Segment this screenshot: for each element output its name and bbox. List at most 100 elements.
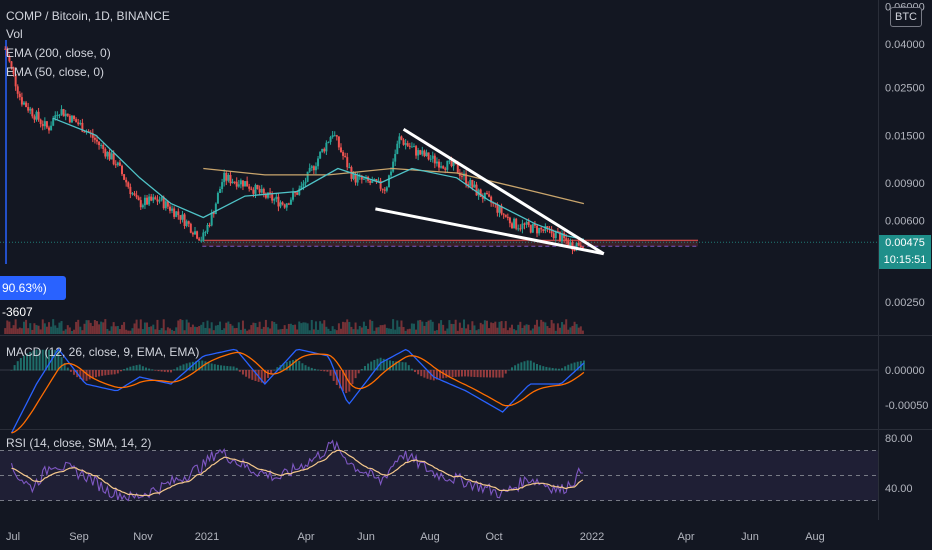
volume-bar	[223, 328, 226, 334]
candle-body	[258, 188, 261, 193]
candle-body	[210, 212, 213, 226]
volume-bar	[244, 328, 247, 334]
volume-bar	[513, 329, 516, 334]
candle-body	[419, 150, 422, 155]
macd-histogram-bar	[367, 363, 370, 371]
rsi-legend[interactable]: RSI (14, close, SMA, 14, 2)	[6, 436, 152, 450]
macd-histogram-bar	[248, 370, 251, 379]
volume-bar	[306, 323, 309, 334]
volume-bar	[235, 328, 238, 334]
candle-body	[500, 206, 503, 214]
volume-bar	[433, 330, 436, 334]
volume-bar	[419, 319, 422, 334]
candle-body	[239, 180, 242, 185]
macd-histogram-bar	[435, 370, 438, 380]
volume-bar	[70, 330, 73, 334]
measure-label[interactable]: 90.63%) -3607	[0, 276, 66, 319]
volume-bar	[43, 323, 46, 334]
candle-body	[542, 229, 545, 231]
macd-histogram-bar	[395, 361, 398, 371]
candle-body	[129, 186, 132, 195]
macd-tick-label: -0.00050	[885, 400, 928, 412]
macd-histogram-bar	[107, 370, 110, 375]
macd-histogram-bar	[442, 370, 445, 379]
volume-bar	[308, 330, 311, 334]
candle-body	[100, 145, 103, 147]
macd-histogram-bar	[401, 362, 404, 371]
candle-body	[438, 161, 440, 168]
volume-bar	[75, 321, 78, 334]
macd-histogram-bar	[485, 370, 488, 378]
candle-body	[471, 179, 474, 188]
candle-body	[104, 148, 107, 157]
macd-histogram-bar	[482, 370, 485, 378]
volume-bar	[304, 322, 307, 334]
volume-bar	[375, 327, 378, 334]
volume-bar	[116, 325, 119, 334]
vol-legend[interactable]: Vol	[6, 27, 23, 41]
volume-bar	[429, 319, 432, 334]
macd-histogram-bar	[301, 363, 304, 371]
candle-body	[540, 227, 543, 230]
volume-bar	[266, 327, 269, 334]
macd-histogram-bar	[182, 364, 185, 371]
volume-bar	[333, 329, 336, 334]
volume-bar	[488, 328, 491, 334]
volume-bar	[131, 328, 134, 334]
candle-body	[93, 137, 96, 140]
volume-bar	[221, 329, 224, 334]
volume-bar	[102, 322, 105, 334]
candle-body	[412, 146, 415, 148]
volume-bar	[552, 323, 555, 334]
volume-bar	[279, 329, 282, 334]
macd-histogram-bar	[292, 359, 295, 371]
volume-bar	[352, 329, 355, 334]
candle-body	[552, 233, 555, 239]
time-axis-label: Jun	[741, 531, 759, 543]
candle-body	[348, 167, 351, 169]
candle-body	[273, 198, 276, 201]
candle-body	[339, 147, 342, 153]
candle-body	[219, 189, 222, 193]
candle-body	[561, 233, 564, 242]
candle-body	[54, 115, 57, 118]
candle-body	[4, 48, 7, 50]
currency-badge[interactable]: BTC	[890, 7, 922, 27]
volume-bar	[168, 328, 171, 334]
volume-bar	[45, 326, 48, 334]
volume-bar	[229, 323, 232, 334]
macd-line	[10, 347, 585, 434]
macd-legend[interactable]: MACD (12, 26, close, 9, EMA, EMA)	[6, 345, 200, 359]
volume-bar	[494, 321, 497, 334]
macd-histogram-bar	[91, 370, 94, 379]
volume-bar	[571, 325, 574, 334]
symbol-title[interactable]: COMP / Bitcoin, 1D, BINANCE	[6, 9, 170, 23]
candle-body	[410, 146, 413, 148]
volume-bar	[385, 327, 388, 334]
macd-histogram-bar	[557, 368, 560, 371]
macd-histogram-bar	[342, 370, 345, 391]
volume-bar	[379, 325, 382, 334]
macd-histogram-bar	[348, 370, 351, 392]
candle-body	[6, 48, 9, 57]
ema200-legend[interactable]: EMA (200, close, 0)	[6, 46, 111, 60]
volume-bar	[458, 322, 461, 334]
time-axis-label: Nov	[133, 531, 153, 543]
candle-body	[227, 174, 230, 181]
volume-bar	[250, 325, 253, 334]
candle-body	[45, 121, 48, 128]
macd-histogram-bar	[85, 370, 88, 381]
macd-histogram-bar	[373, 360, 376, 371]
volume-bar	[396, 320, 399, 334]
volume-bar	[373, 330, 376, 334]
volume-bar	[277, 329, 280, 334]
ema50-legend[interactable]: EMA (50, close, 0)	[6, 65, 105, 79]
macd-histogram-bar	[363, 365, 366, 371]
volume-bar	[300, 323, 303, 334]
candle-body	[390, 171, 393, 176]
macd-histogram-bar	[51, 349, 54, 371]
macd-histogram-bar	[16, 361, 19, 371]
macd-histogram-bar	[532, 362, 535, 371]
volume-bar	[106, 328, 109, 334]
